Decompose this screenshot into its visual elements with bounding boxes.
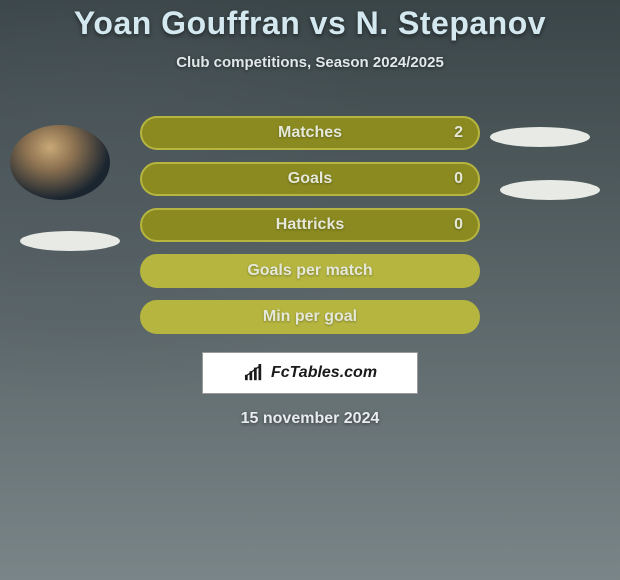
brand-name: FcTables.com xyxy=(271,364,377,382)
player-avatar xyxy=(10,125,110,200)
stat-bar-goals-per-match: Goals per match xyxy=(140,254,480,288)
stat-value: 0 xyxy=(454,216,463,234)
snapshot-date: 15 november 2024 xyxy=(0,410,620,428)
stat-value: 2 xyxy=(454,124,463,142)
decorative-pill-right-2 xyxy=(500,180,600,200)
decorative-pill-right-1 xyxy=(490,127,590,147)
stat-label: Min per goal xyxy=(263,308,357,326)
chart-icon xyxy=(243,364,265,382)
brand-logo-box[interactable]: FcTables.com xyxy=(202,352,418,394)
stat-label: Hattricks xyxy=(276,216,344,234)
stat-value: 0 xyxy=(454,170,463,188)
season-subtitle: Club competitions, Season 2024/2025 xyxy=(0,54,620,71)
comparison-title: Yoan Gouffran vs N. Stepanov xyxy=(0,5,620,42)
stat-bar-min-per-goal: Min per goal xyxy=(140,300,480,334)
decorative-pill-left xyxy=(20,231,120,251)
stat-bar-hattricks: Hattricks 0 xyxy=(140,208,480,242)
stat-label: Goals xyxy=(288,170,332,188)
stat-label: Matches xyxy=(278,124,342,142)
stat-bar-matches: Matches 2 xyxy=(140,116,480,150)
stat-label: Goals per match xyxy=(247,262,372,280)
stat-bar-goals: Goals 0 xyxy=(140,162,480,196)
